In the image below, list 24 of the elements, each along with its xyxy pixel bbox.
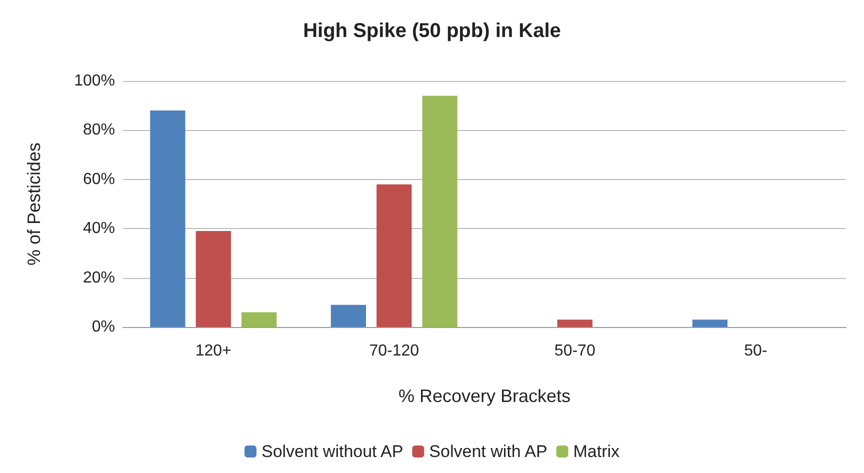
x-tick-label: 50- — [744, 342, 768, 360]
y-tick-label: 60% — [82, 170, 115, 188]
bar — [241, 312, 277, 327]
bar — [692, 320, 728, 327]
bar — [376, 184, 412, 327]
bar — [422, 96, 458, 327]
bar — [196, 231, 231, 327]
bar — [557, 320, 592, 327]
legend-label: Matrix — [573, 442, 620, 461]
y-tick-label: 20% — [82, 269, 115, 286]
x-tick-label: 70-120 — [369, 342, 420, 360]
chart-title: High Spike (50 ppb) in Kale — [303, 20, 561, 42]
x-tick-label: 50-70 — [554, 342, 596, 360]
legend-label: Solvent without AP — [261, 442, 404, 461]
y-tick-label: 80% — [82, 122, 115, 139]
bar — [150, 110, 186, 327]
y-axis-title: % of Pesticides — [24, 142, 44, 266]
bar — [330, 304, 366, 327]
y-tick-label: 40% — [82, 220, 115, 238]
y-tick-label: 0% — [92, 318, 115, 336]
x-axis-title: % Recovery Brackets — [398, 386, 571, 406]
y-tick-label: 100% — [74, 72, 115, 90]
x-tick-label: 120+ — [195, 342, 232, 360]
legend-label: Solvent with AP — [429, 442, 548, 461]
